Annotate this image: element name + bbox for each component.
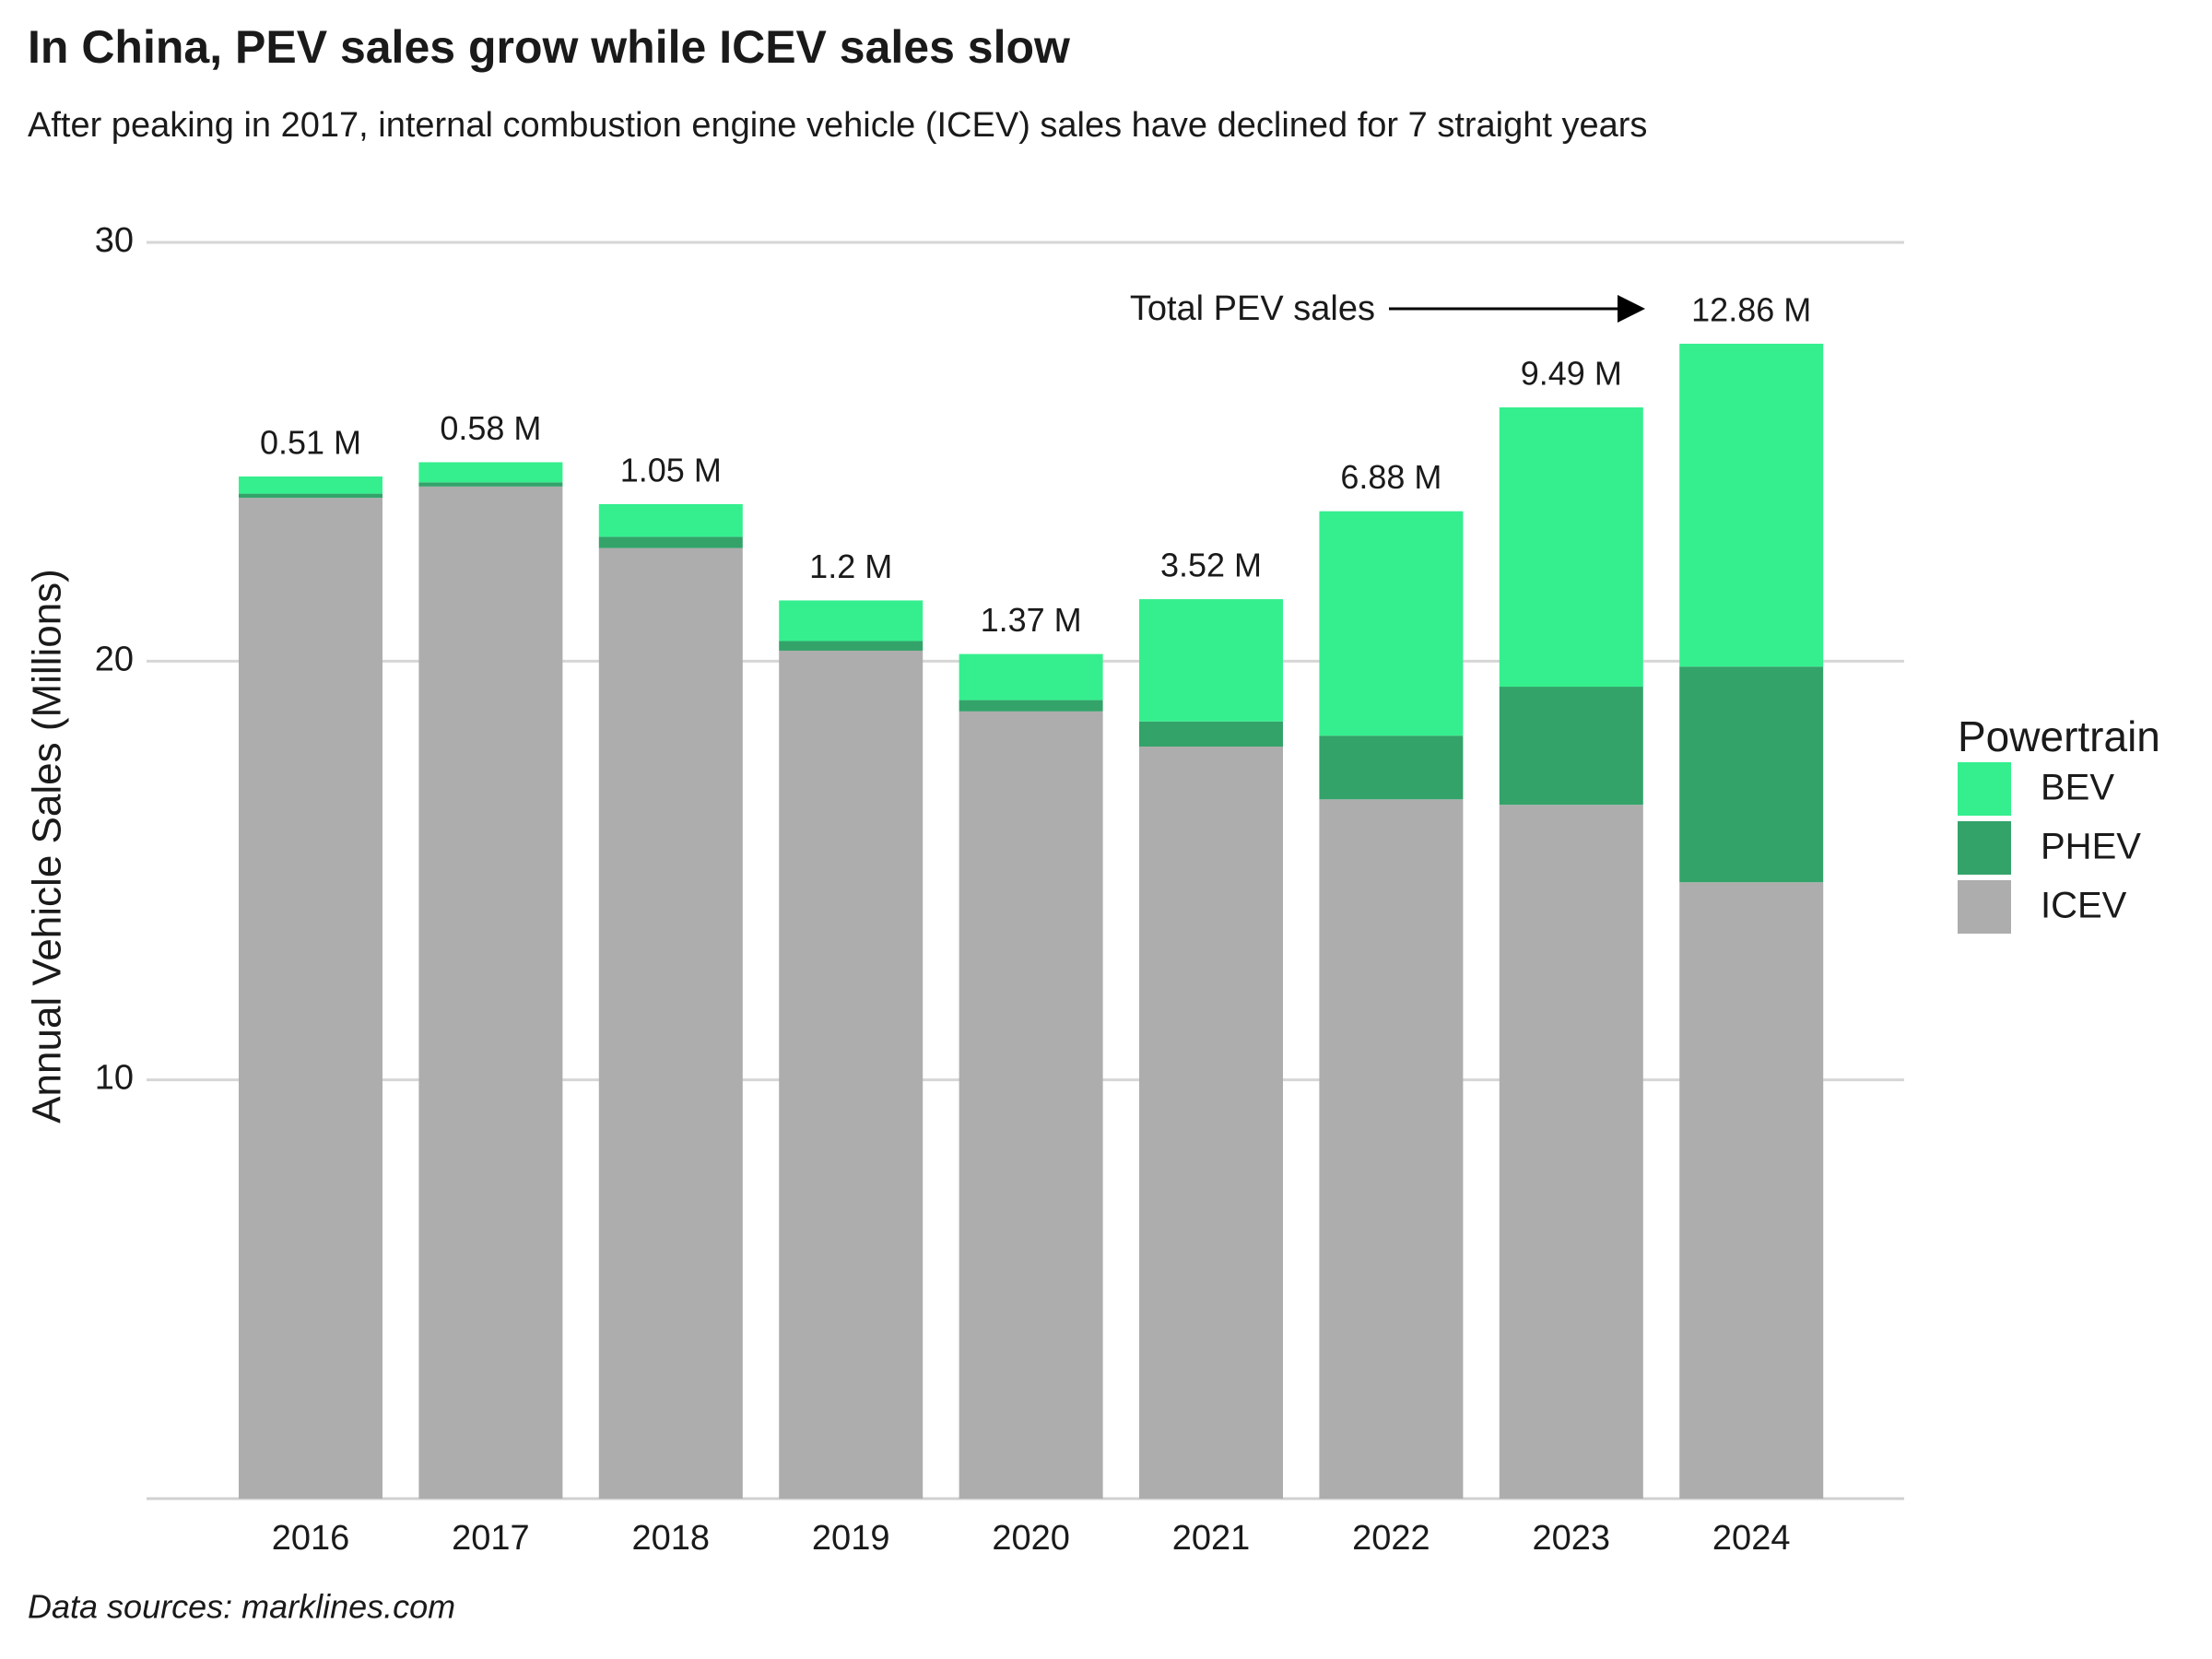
bar-segment bbox=[1499, 407, 1643, 688]
bar-segment bbox=[1679, 343, 1824, 667]
x-tick-label: 2024 bbox=[1712, 1519, 1791, 1558]
bar-segment bbox=[959, 711, 1103, 1499]
y-axis-title: Annual Vehicle Sales (Millions) bbox=[25, 569, 70, 1124]
bar-segment bbox=[598, 547, 743, 1499]
x-tick-label: 2022 bbox=[1352, 1519, 1430, 1558]
bar-segment bbox=[1139, 599, 1283, 722]
bar-segment bbox=[959, 700, 1103, 712]
legend-label: PHEV bbox=[2041, 827, 2141, 867]
legend-label: BEV bbox=[2041, 768, 2114, 808]
x-tick-label: 2020 bbox=[992, 1519, 1070, 1558]
bar-segment bbox=[598, 536, 743, 548]
legend-key bbox=[1958, 821, 2011, 875]
bar-segment bbox=[1679, 882, 1824, 1499]
data-label: 3.52 M bbox=[1160, 547, 1262, 584]
legend-title: Powertrain bbox=[1958, 712, 2160, 760]
bar-segment bbox=[1319, 735, 1464, 800]
bar-segment bbox=[1319, 511, 1464, 736]
bar-segment bbox=[1139, 747, 1283, 1499]
x-tick-label: 2019 bbox=[812, 1519, 890, 1558]
bar-segment bbox=[418, 462, 563, 483]
x-tick-label: 2021 bbox=[1172, 1519, 1251, 1558]
source-note: Data sources: marklines.com bbox=[28, 1588, 455, 1626]
bar-segment bbox=[959, 653, 1103, 700]
bar-segment bbox=[239, 498, 382, 1499]
bar-segment bbox=[779, 641, 924, 651]
bar-segment bbox=[418, 486, 563, 1499]
bar-segment bbox=[1679, 666, 1824, 883]
data-label: 6.88 M bbox=[1340, 458, 1441, 496]
bar-segment bbox=[1499, 687, 1643, 806]
data-label: 9.49 M bbox=[1521, 355, 1622, 393]
x-tick-label: 2018 bbox=[632, 1519, 711, 1558]
legend-key bbox=[1958, 762, 2011, 816]
bar-segment bbox=[779, 650, 924, 1499]
x-tick-label: 2017 bbox=[452, 1519, 530, 1558]
bar-segment bbox=[418, 482, 563, 487]
bar-segment bbox=[1319, 799, 1464, 1499]
x-tick-label: 2016 bbox=[272, 1519, 350, 1558]
bar-segment bbox=[779, 600, 924, 641]
bar-segment bbox=[239, 476, 382, 494]
chart-subtitle: After peaking in 2017, internal combusti… bbox=[28, 106, 1647, 145]
bar-segment bbox=[1139, 721, 1283, 747]
y-tick-label: 30 bbox=[95, 221, 134, 260]
bar-segment bbox=[239, 493, 382, 499]
data-label: 1.2 M bbox=[809, 547, 892, 585]
bar-segment bbox=[1499, 805, 1643, 1499]
annotation: Total PEV sales bbox=[1130, 289, 1375, 328]
x-tick-label: 2023 bbox=[1533, 1519, 1611, 1558]
y-tick-label: 10 bbox=[95, 1059, 134, 1098]
data-label: 12.86 M bbox=[1691, 290, 1811, 328]
y-tick-label: 20 bbox=[95, 640, 134, 678]
data-label: 0.51 M bbox=[260, 423, 361, 461]
legend-key bbox=[1958, 880, 2011, 934]
chart-title: In China, PEV sales grow while ICEV sale… bbox=[28, 21, 1070, 73]
data-label: 0.58 M bbox=[440, 409, 541, 447]
data-label: 1.05 M bbox=[620, 451, 722, 488]
legend-label: ICEV bbox=[2041, 886, 2127, 926]
bar-segment bbox=[598, 503, 743, 537]
data-label: 1.37 M bbox=[981, 601, 1082, 639]
